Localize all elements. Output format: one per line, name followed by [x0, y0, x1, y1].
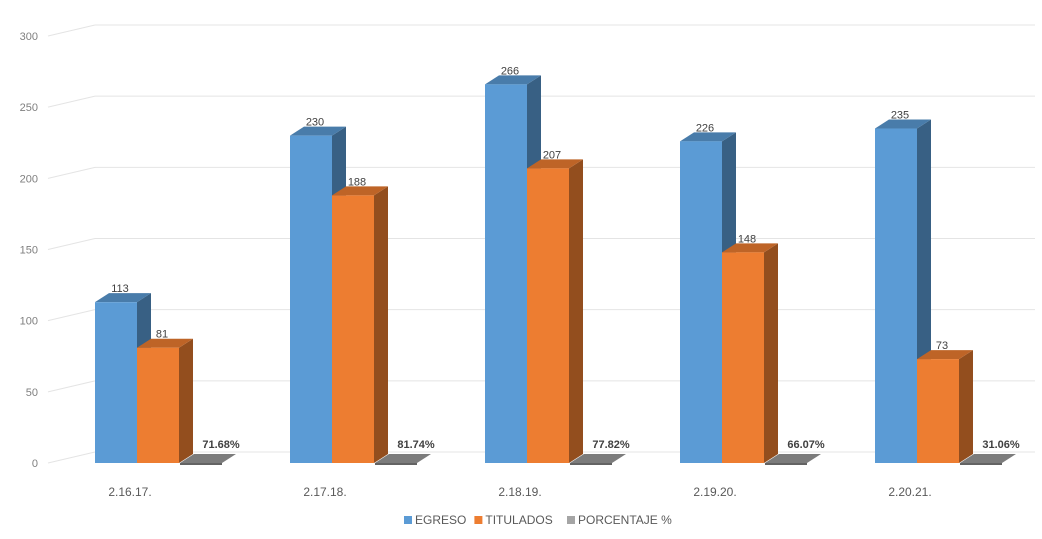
bar-side [569, 159, 583, 463]
data-label: 81.74% [397, 439, 435, 451]
bar-side [959, 350, 973, 463]
gridline-side [47, 95, 96, 108]
bar-top [917, 350, 973, 360]
data-label: 31.06% [982, 439, 1020, 451]
bars [95, 75, 1016, 465]
bar-floor [375, 454, 431, 463]
bar-front [137, 347, 179, 463]
data-label: 266 [501, 65, 519, 77]
y-tick-label: 200 [20, 173, 38, 185]
bar-front [527, 168, 569, 463]
data-label: 77.82% [592, 439, 630, 451]
data-label: 235 [891, 110, 909, 122]
bar-floor [570, 454, 626, 463]
bar-front [722, 252, 764, 463]
bar-front [680, 141, 722, 463]
bar-top [485, 75, 541, 85]
bar-side [179, 338, 193, 463]
gridline-side [47, 380, 96, 393]
bar-titulados-1 [332, 186, 388, 463]
y-axis-ticks: 0 50 100 150 200 250 300 [20, 31, 38, 470]
bar-porcentaje--2 [570, 454, 626, 465]
bar-titulados-4 [917, 350, 973, 463]
legend-swatch [474, 516, 483, 524]
bar-front [290, 135, 332, 463]
gridline-side [47, 309, 96, 322]
y-tick-label: 300 [20, 31, 38, 43]
legend-item: PORCENTAJE % [567, 513, 672, 527]
bar-edge [960, 463, 1002, 465]
y-tick-label: 100 [20, 316, 38, 328]
bar-top [527, 159, 583, 169]
bar-porcentaje--3 [765, 454, 821, 465]
bar-floor [960, 454, 1016, 463]
bar-front [917, 359, 959, 463]
gridline-side [47, 24, 96, 37]
data-label: 226 [696, 122, 714, 134]
bar-porcentaje--1 [375, 454, 431, 465]
bar-porcentaje--4 [960, 454, 1016, 465]
gridline-side [47, 238, 96, 250]
legend: EGRESO TITULADOS PORCENTAJE % [404, 513, 672, 527]
bar-front [875, 128, 917, 463]
bar-titulados-2 [527, 159, 583, 463]
bar-top [95, 293, 151, 303]
bar-edge [570, 463, 612, 465]
legend-label: PORCENTAJE % [578, 513, 672, 527]
y-tick-label: 150 [20, 245, 38, 257]
bar-front [95, 302, 137, 463]
legend-item: TITULADOS [474, 513, 553, 527]
bar-top [875, 119, 931, 129]
y-tick-label: 0 [32, 458, 38, 470]
gridline-side [47, 166, 96, 179]
bar-titulados-3 [722, 243, 778, 463]
legend-swatch [404, 516, 412, 524]
bar-floor [180, 454, 236, 463]
data-label: 148 [738, 233, 756, 245]
bar-edge [765, 463, 807, 465]
data-label: 207 [543, 149, 561, 161]
bar-top [137, 338, 193, 348]
x-category-label: 2.16.17. [108, 485, 151, 499]
bar-titulados-0 [137, 338, 193, 463]
x-category-label: 2.18.19. [498, 485, 541, 499]
bar-side [764, 243, 778, 463]
bar-edge [375, 463, 417, 465]
legend-item: EGRESO [404, 513, 466, 527]
x-category-label: 2.19.20. [693, 485, 736, 499]
data-label: 71.68% [202, 439, 240, 451]
bar-top [680, 132, 736, 142]
data-label: 66.07% [787, 439, 825, 451]
bar-top [290, 126, 346, 136]
bar-top [332, 186, 388, 196]
y-tick-label: 250 [20, 102, 38, 114]
bar-side [374, 186, 388, 463]
bar-front [332, 195, 374, 463]
bar-floor [765, 454, 821, 463]
legend-label: TITULADOS [485, 513, 552, 527]
y-tick-label: 50 [26, 387, 38, 399]
data-labels: 113 81 71.68% 230 188 81.74% 266 207 77.82% 226 14… [111, 65, 1020, 451]
x-category-label: 2.17.18. [303, 485, 346, 499]
x-axis-labels: 2.16.17. 2.17.18. 2.18.19. 2.19.20. 2.20.21. [108, 485, 931, 499]
legend-swatch [567, 516, 575, 524]
data-label: 73 [936, 340, 948, 352]
data-label: 113 [111, 283, 129, 295]
bar-porcentaje--0 [180, 454, 236, 465]
data-label: 188 [348, 176, 366, 188]
legend-label: EGRESO [415, 513, 466, 527]
gridline-side [47, 451, 96, 464]
x-category-label: 2.20.21. [888, 485, 931, 499]
bar-edge [180, 463, 222, 465]
bar-front [485, 84, 527, 463]
bar-top [722, 243, 778, 253]
data-label: 230 [306, 117, 324, 129]
data-label: 81 [156, 329, 168, 341]
